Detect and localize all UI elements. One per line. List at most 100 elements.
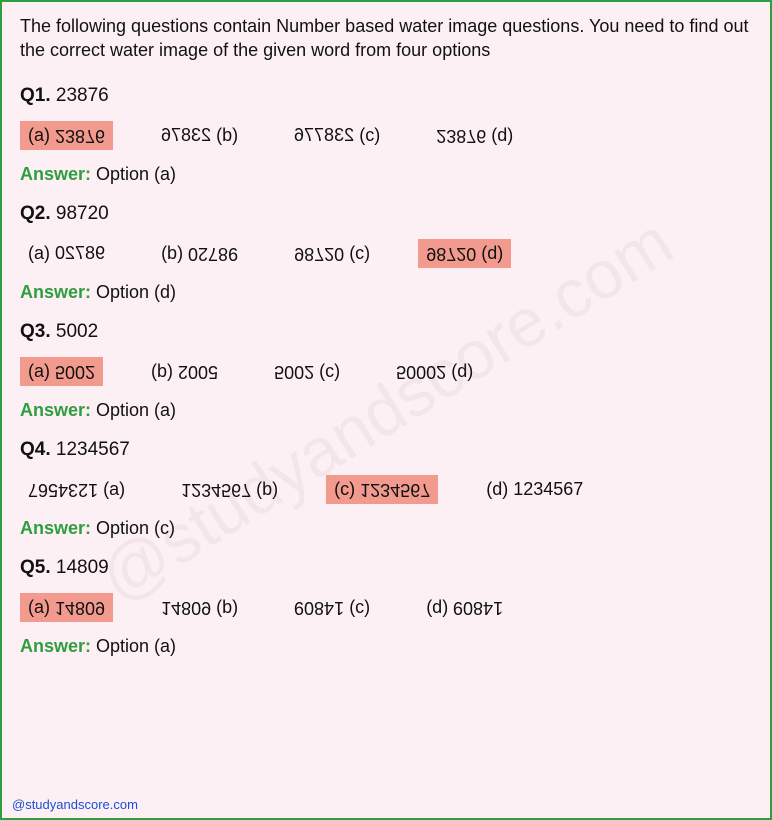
intro-text: The following questions contain Number b… (20, 14, 752, 63)
option: (b) 98720 (153, 239, 246, 268)
answer-value: Option (a) (91, 636, 176, 656)
question-title: Q2. 98720 (20, 203, 752, 225)
option-text: 5002 (274, 361, 314, 382)
question-block: Q2. 98720(a) 98720(b) 9872098720 (c)9872… (20, 203, 752, 303)
answer-value: Option (a) (91, 400, 176, 420)
answer-label: Answer: (20, 164, 91, 184)
answer-line: Answer: Option (a) (20, 400, 752, 421)
option-text: 238776 (294, 125, 354, 146)
option-text: 14809 (161, 597, 211, 618)
option-label: (a) (28, 597, 55, 617)
answer-line: Answer: Option (c) (20, 518, 752, 539)
question-id: Q2. (20, 203, 51, 224)
answer-line: Answer: Option (d) (20, 282, 752, 303)
question-title: Q1. 23876 (20, 85, 752, 107)
option-label: (c) (354, 125, 380, 145)
option: (b) 5002 (143, 357, 226, 386)
option-label: (d) (446, 361, 473, 381)
option-label: (b) (211, 125, 238, 145)
answer-value: Option (c) (91, 518, 175, 538)
option-text: 98720 (426, 243, 476, 264)
option-label: (c) (334, 479, 360, 499)
options-row: (a) 98720(b) 9872098720 (c)98720 (d) (20, 239, 752, 268)
options-row: (a) 2387623876 (b)238776 (c)23876 (d) (20, 121, 752, 150)
answer-label: Answer: (20, 282, 91, 302)
answer-line: Answer: Option (a) (20, 164, 752, 185)
options-row: (a) 5002(b) 50025002 (c)50002 (d) (20, 357, 752, 386)
option-text: 98720 (294, 243, 344, 264)
option-label: (a) (28, 361, 55, 381)
option-label: (b) (251, 479, 278, 499)
option-label: (a) (98, 479, 125, 499)
option: (a) 14809 (20, 593, 113, 622)
option: 238776 (c) (286, 121, 388, 150)
option-label: (d) (426, 597, 453, 617)
option: (a) 98720 (20, 239, 113, 268)
answer-label: Answer: (20, 636, 91, 656)
question-title: Q4. 1234567 (20, 439, 752, 461)
question-number: 98720 (51, 203, 109, 224)
option-text: 98720 (188, 243, 238, 264)
option-text: 1234567 (181, 479, 251, 500)
option-text: 14809 (55, 597, 105, 618)
question-id: Q3. (20, 321, 51, 342)
option: 98720 (d) (418, 239, 511, 268)
question-title: Q5. 14809 (20, 557, 752, 579)
option-label: (b) (161, 243, 188, 263)
option: 14809 (b) (153, 593, 246, 622)
question-number: 5002 (51, 321, 99, 342)
option-label: (b) (151, 361, 178, 381)
option: (d) 14809 (418, 593, 511, 622)
option: 50002 (d) (388, 357, 481, 386)
option-text: 23876 (55, 125, 105, 146)
option: 1234567 (b) (173, 475, 286, 504)
option-text: 1234567 (28, 479, 98, 500)
option-text: 5002 (178, 361, 218, 382)
option: 98720 (c) (286, 239, 378, 268)
option-label: (a) (28, 243, 55, 263)
answer-value: Option (a) (91, 164, 176, 184)
options-row: 1234567 (a)1234567 (b)(c) 1234567(d) 123… (20, 475, 752, 504)
option-text: 98720 (55, 243, 105, 264)
question-block: Q4. 12345671234567 (a)1234567 (b)(c) 123… (20, 439, 752, 539)
option-label: (d) (486, 125, 513, 145)
option: (c) 1234567 (326, 475, 438, 504)
option-text: 1234567 (513, 479, 583, 499)
option-text: 23876 (161, 125, 211, 146)
option-label: (d) (486, 479, 513, 499)
question-number: 1234567 (51, 439, 130, 460)
option-text: 5002 (55, 361, 95, 382)
option: 23876 (b) (153, 121, 246, 150)
option: 1234567 (a) (20, 475, 133, 504)
question-block: Q1. 23876(a) 2387623876 (b)238776 (c)238… (20, 85, 752, 185)
option: 14809 (c) (286, 593, 378, 622)
option: (a) 5002 (20, 357, 103, 386)
question-block: Q3. 5002(a) 5002(b) 50025002 (c)50002 (d… (20, 321, 752, 421)
option-text: 14809 (294, 597, 344, 618)
option-text: 23876 (436, 125, 486, 146)
answer-label: Answer: (20, 400, 91, 420)
options-row: (a) 1480914809 (b)14809 (c)(d) 14809 (20, 593, 752, 622)
question-id: Q5. (20, 557, 51, 578)
question-id: Q1. (20, 85, 51, 106)
option-text: 1234567 (360, 479, 430, 500)
questions-container: Q1. 23876(a) 2387623876 (b)238776 (c)238… (20, 85, 752, 657)
answer-line: Answer: Option (a) (20, 636, 752, 657)
option: 23876 (d) (428, 121, 521, 150)
answer-value: Option (d) (91, 282, 176, 302)
option-label: (c) (314, 361, 340, 381)
question-id: Q4. (20, 439, 51, 460)
option-text: 14809 (453, 597, 503, 618)
question-number: 14809 (51, 557, 109, 578)
option-label: (b) (211, 597, 238, 617)
option-label: (c) (344, 243, 370, 263)
footer-credit: @studyandscore.com (12, 797, 138, 812)
question-title: Q3. 5002 (20, 321, 752, 343)
option-text: 50002 (396, 361, 446, 382)
option: 5002 (c) (266, 357, 348, 386)
answer-label: Answer: (20, 518, 91, 538)
option-label: (d) (476, 243, 503, 263)
option-label: (a) (28, 125, 55, 145)
question-number: 23876 (51, 85, 109, 106)
option: (a) 23876 (20, 121, 113, 150)
